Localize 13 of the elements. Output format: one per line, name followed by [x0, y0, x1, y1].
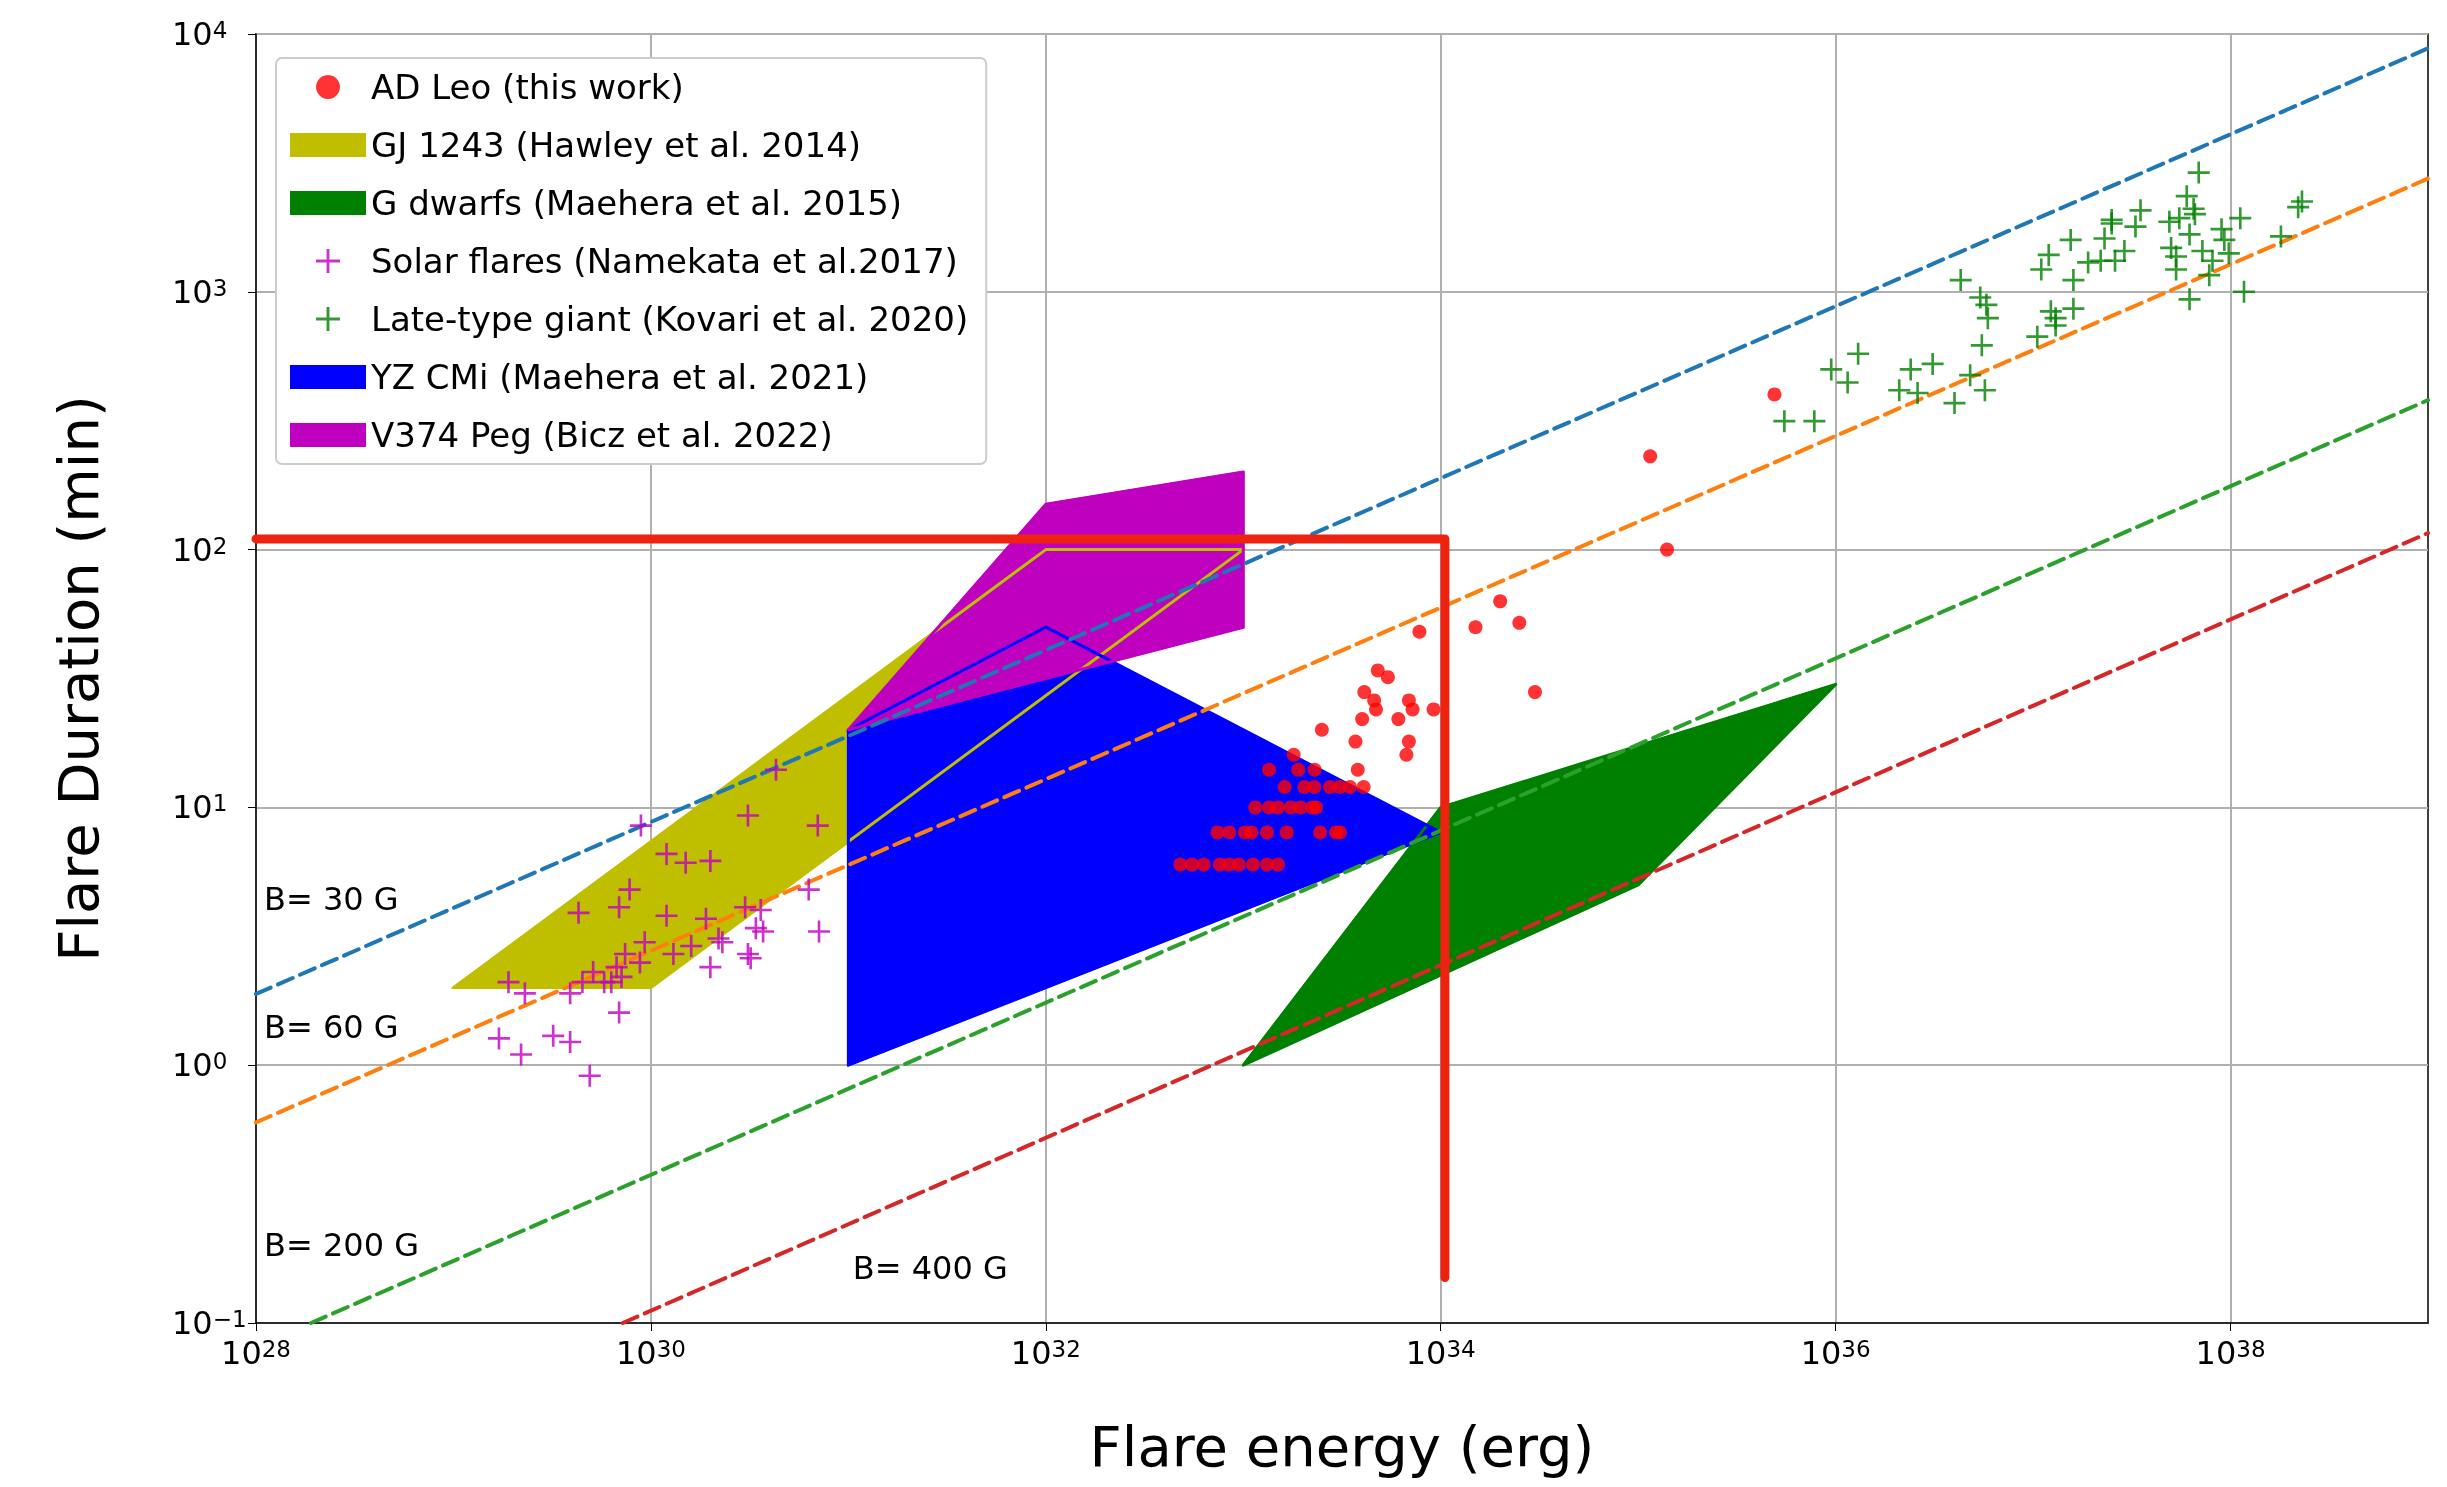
legend-label: Solar flares (Namekata et al.2017) — [371, 241, 958, 281]
series-label: B= 60 G — [264, 1008, 399, 1047]
x-axis-title: Flare energy (erg) — [1089, 1413, 1595, 1479]
legend-label: G dwarfs (Maehera et al. 2015) — [371, 183, 903, 223]
legend-label: Late-type giant (Kovari et al. 2020) — [371, 299, 969, 339]
series-label: B= 30 G — [264, 879, 399, 918]
legend-label: YZ CMi (Maehera et al. 2021) — [370, 357, 869, 397]
legend-label: GJ 1243 (Hawley et al. 2014) — [371, 125, 862, 165]
series-label: B= 200 G — [264, 1226, 419, 1264]
legend-label: AD Leo (this work) — [371, 67, 684, 107]
y-axis-title: Flare Duration (min) — [45, 395, 111, 962]
legend-label: V374 Peg (Bicz et al. 2022) — [371, 415, 833, 455]
series-label: B= 400 G — [852, 1249, 1008, 1287]
